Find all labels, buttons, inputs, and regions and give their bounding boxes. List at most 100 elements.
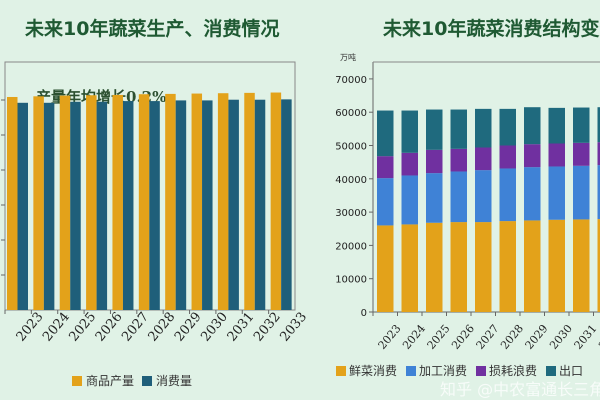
bar-production-2031 <box>217 93 229 310</box>
stack-0-2026 <box>450 222 467 312</box>
stack-1-2032 <box>597 165 600 220</box>
legend-label-export: 出口 <box>559 364 584 378</box>
right-x-label-2027: 2027 <box>474 322 502 352</box>
right-x-label-2024: 2024 <box>400 322 428 352</box>
stack-2-2031 <box>573 142 590 166</box>
bar-consumption-2033 <box>281 99 292 311</box>
right-y-label-10000: 10000 <box>335 275 367 286</box>
stack-2-2025 <box>426 149 443 174</box>
stack-1-2026 <box>450 171 467 223</box>
stack-3-2023 <box>377 110 394 157</box>
stack-0-2027 <box>475 222 492 312</box>
bar-production-2033 <box>270 92 282 310</box>
bar-consumption-2028 <box>149 101 160 310</box>
stack-2-2029 <box>524 144 541 168</box>
stack-0-2028 <box>499 221 516 312</box>
stack-1-2031 <box>573 165 590 220</box>
y-unit-label: 万吨 <box>340 52 356 62</box>
stack-2-2024 <box>401 152 418 176</box>
bar-consumption-2029 <box>175 100 187 310</box>
legend-label-consumption: 消费量 <box>156 374 193 388</box>
stack-2-2032 <box>597 142 600 166</box>
bar-production-2029 <box>165 93 176 310</box>
right-y-label-40000: 40000 <box>335 175 367 186</box>
right-x-label-2023: 2023 <box>376 322 404 352</box>
bar-production-2027 <box>112 94 123 310</box>
bar-production-2032 <box>244 92 255 311</box>
bar-consumption-2030 <box>202 100 213 310</box>
right-chart-title: 未来10年蔬菜消费结构变化 <box>383 18 600 40</box>
left-legend: 商品产量 消费量 <box>72 372 192 389</box>
bar-production-2024 <box>33 96 44 310</box>
right-x-label-2026: 2026 <box>449 322 477 352</box>
left-chart-title: 未来10年蔬菜生产、消费情况 <box>25 18 280 40</box>
right-x-label-2028: 2028 <box>498 322 526 352</box>
left-x-label-2024: 2024 <box>40 310 73 345</box>
bar-consumption-2026 <box>96 101 108 310</box>
right-legend: 鲜菜消费 加工消费 损耗浪费 出口 <box>336 362 583 379</box>
left-x-label-2028: 2028 <box>146 310 179 345</box>
stack-3-2030 <box>548 107 565 144</box>
right-y-label-50000: 50000 <box>335 142 367 153</box>
bar-consumption-2025 <box>70 101 81 310</box>
stack-2-2026 <box>450 148 467 172</box>
legend-swatch-loss <box>476 365 487 376</box>
left-x-label-2027: 2027 <box>119 310 152 345</box>
stack-1-2029 <box>524 167 541 221</box>
left-x-label-2032: 2032 <box>251 310 284 345</box>
stack-0-2031 <box>573 219 590 312</box>
stack-0-2030 <box>548 219 565 312</box>
stack-1-2027 <box>475 170 492 223</box>
legend-swatch-processed <box>406 365 417 376</box>
right-x-label-2030: 2030 <box>547 322 575 352</box>
stack-0-2023 <box>377 225 394 312</box>
stack-1-2030 <box>548 166 565 220</box>
left-x-label-2025: 2025 <box>66 310 99 345</box>
stack-0-2032 <box>597 219 600 312</box>
bar-consumption-2024 <box>43 102 55 310</box>
right-y-label-0: 0 <box>361 308 367 319</box>
left-x-label-2026: 2026 <box>93 310 126 345</box>
bar-consumption-2027 <box>122 101 134 310</box>
bar-production-2028 <box>138 94 150 311</box>
stack-2-2030 <box>548 143 565 167</box>
bar-production-2023 <box>7 96 18 310</box>
watermark: 知乎 @中农富通长三角 <box>440 380 600 399</box>
legend-swatch-fresh <box>336 365 346 376</box>
left-x-label-2031: 2031 <box>225 310 258 345</box>
legend-swatch-production <box>72 375 82 386</box>
bar-consumption-2023 <box>17 102 28 310</box>
right-y-label-70000: 70000 <box>335 75 367 86</box>
stack-2-2028 <box>499 145 516 169</box>
legend-label-loss: 损耗浪费 <box>489 364 538 378</box>
right-x-label-2025: 2025 <box>425 322 453 352</box>
stack-2-2023 <box>377 156 394 179</box>
legend-label-production: 商品产量 <box>86 374 135 388</box>
left-x-label-2033: 2033 <box>277 310 310 345</box>
stack-3-2032 <box>597 107 600 143</box>
stack-3-2031 <box>573 107 590 143</box>
stack-3-2025 <box>426 109 443 150</box>
stack-3-2024 <box>401 110 418 153</box>
right-y-label-30000: 30000 <box>335 208 367 219</box>
legend-swatch-export <box>546 365 557 376</box>
left-x-label-2030: 2030 <box>198 310 231 345</box>
right-y-label-20000: 20000 <box>335 241 367 252</box>
bar-consumption-2032 <box>254 99 266 310</box>
legend-label-processed: 加工消费 <box>419 364 468 378</box>
bar-production-2026 <box>86 95 97 310</box>
bar-production-2025 <box>59 95 71 311</box>
legend-label-fresh: 鲜菜消费 <box>349 364 398 378</box>
stack-1-2023 <box>377 178 394 226</box>
stack-3-2029 <box>524 107 541 145</box>
stack-1-2028 <box>499 168 516 222</box>
left-x-label-2023: 2023 <box>14 310 47 345</box>
right-x-label-2032: 2032 <box>596 322 600 352</box>
stack-3-2027 <box>475 108 492 148</box>
stack-2-2027 <box>475 147 492 171</box>
stack-3-2026 <box>450 109 467 149</box>
stack-3-2028 <box>499 108 516 146</box>
bar-production-2030 <box>191 93 203 310</box>
stack-0-2025 <box>426 222 443 312</box>
